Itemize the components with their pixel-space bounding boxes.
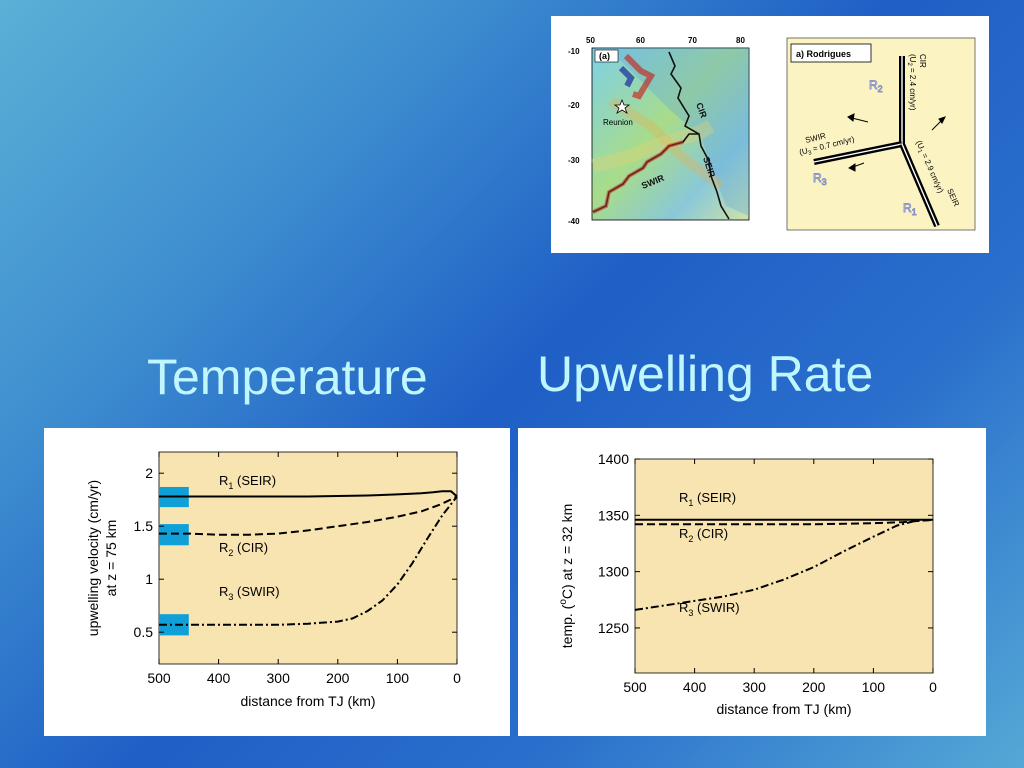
temperature-chart-panel: 500 400 300 200 100 0 1250 1300 1350 1400 R1 (SEI… <box>518 428 986 736</box>
y-tick-label: 1400 <box>598 451 629 467</box>
schematic-title: a) Rodrigues <box>796 49 851 59</box>
x-axis-label: distance from TJ (km) <box>240 693 375 709</box>
observed-range-bar <box>159 524 189 546</box>
y-tick-label: 0.5 <box>134 624 154 640</box>
x-tick-label: 100 <box>386 670 410 686</box>
x-axis-label: distance from TJ (km) <box>716 701 851 717</box>
x-tick-label: 500 <box>623 679 647 695</box>
map-figure: (a) Reunion CIR SWIR SEIR 50 60 70 80 -1… <box>568 36 976 231</box>
svg-text:R3 (SWIR): R3 (SWIR) <box>219 584 280 602</box>
y-axis-label-line1: upwelling velocity (cm/yr) <box>85 480 101 636</box>
series-label-r1: R1 (SEIR) <box>679 490 736 508</box>
y-tick-label: 1250 <box>598 620 629 636</box>
x-tick-label: 0 <box>453 670 461 686</box>
upwelling-chart-panel: 500 400 300 200 100 0 0.5 1 1.5 2 R1 (SEIR) R2 (C… <box>44 428 510 736</box>
x-tick-label: 300 <box>743 679 767 695</box>
reunion-label: Reunion <box>603 118 633 127</box>
map-axis-ticks: 50 60 70 80 -10 -20 -30 -40 <box>568 36 745 226</box>
cir-name-label: CIR <box>918 54 927 68</box>
series-label-r2: R2 (CIR) <box>219 540 268 558</box>
map-x-tick: 80 <box>736 36 745 45</box>
map-panel-label: (a) <box>599 51 610 61</box>
series-label-r3: R3 (SWIR) <box>219 584 280 602</box>
y-tick-label: 1300 <box>598 564 629 580</box>
x-tick-label: 400 <box>207 670 231 686</box>
y-axis-label: temp. (oC) at z = 32 km <box>558 504 575 648</box>
plate-motion-arrows <box>847 113 946 172</box>
ridge-r2-label: R2 <box>869 78 883 94</box>
series-label-r2: R2 (CIR) <box>679 526 728 544</box>
observed-range-bar <box>159 614 189 636</box>
map-x-tick: 50 <box>586 36 595 45</box>
y-tick-label: 1350 <box>598 507 629 523</box>
map-x-tick: 70 <box>688 36 697 45</box>
x-tick-label: 200 <box>802 679 826 695</box>
svg-text:R2 (CIR): R2 (CIR) <box>219 540 268 558</box>
series-line-r3 <box>634 518 934 611</box>
x-tick-label: 400 <box>683 679 707 695</box>
map-figure-panel: (a) Reunion CIR SWIR SEIR 50 60 70 80 -1… <box>551 16 989 253</box>
plot-area <box>158 451 458 665</box>
svg-text:R2 (CIR): R2 (CIR) <box>679 526 728 544</box>
map-y-tick: -40 <box>568 217 580 226</box>
x-tick-label: 200 <box>326 670 350 686</box>
svg-text:R3 (SWIR): R3 (SWIR) <box>679 600 740 618</box>
rodrigues-schematic: a) Rodrigues CIR (U2 = 2.4 cm/yr) SWIR (… <box>786 37 976 231</box>
temperature-chart: 500 400 300 200 100 0 1250 1300 1350 1400 R1 (SEI… <box>558 451 937 717</box>
y-axis-label-line2: at z = 75 km <box>103 520 119 597</box>
series-label-r1: R1 (SEIR) <box>219 473 276 491</box>
map-y-tick: -30 <box>568 156 580 165</box>
x-tick-label: 0 <box>929 679 937 695</box>
y-tick-label: 1.5 <box>134 518 154 534</box>
ridge-r3-label: R3 <box>813 171 827 187</box>
series-line-r2 <box>159 495 458 536</box>
y-tick-label: 1 <box>145 571 153 587</box>
plot-area <box>634 458 934 674</box>
reunion-star-icon <box>613 98 631 114</box>
svg-text:R1 (SEIR): R1 (SEIR) <box>219 473 276 491</box>
map-y-tick: -10 <box>568 47 580 56</box>
series-label-r3: R3 (SWIR) <box>679 600 740 618</box>
map-x-tick: 60 <box>636 36 645 45</box>
x-tick-label: 300 <box>267 670 291 686</box>
map-y-tick: -20 <box>568 101 580 110</box>
x-tick-label: 100 <box>862 679 886 695</box>
temperature-heading: Temperature <box>147 349 428 405</box>
cir-rate-label: (U2 = 2.4 cm/yr) <box>906 54 917 111</box>
series-line-r3 <box>159 495 458 626</box>
ridge-r1-label: R1 <box>903 201 917 217</box>
series-line-r2 <box>635 518 934 526</box>
y-tick-label: 2 <box>145 465 153 481</box>
svg-text:R1 (SEIR): R1 (SEIR) <box>679 490 736 508</box>
bathymetry-map: (a) Reunion CIR SWIR SEIR <box>591 47 750 221</box>
series-line-r1 <box>159 490 458 498</box>
upwelling-velocity-chart: 500 400 300 200 100 0 0.5 1 1.5 2 R1 (SEIR) R2 (C… <box>85 451 461 709</box>
upwelling-rate-heading: Upwelling Rate <box>537 346 874 402</box>
x-tick-label: 500 <box>147 670 171 686</box>
